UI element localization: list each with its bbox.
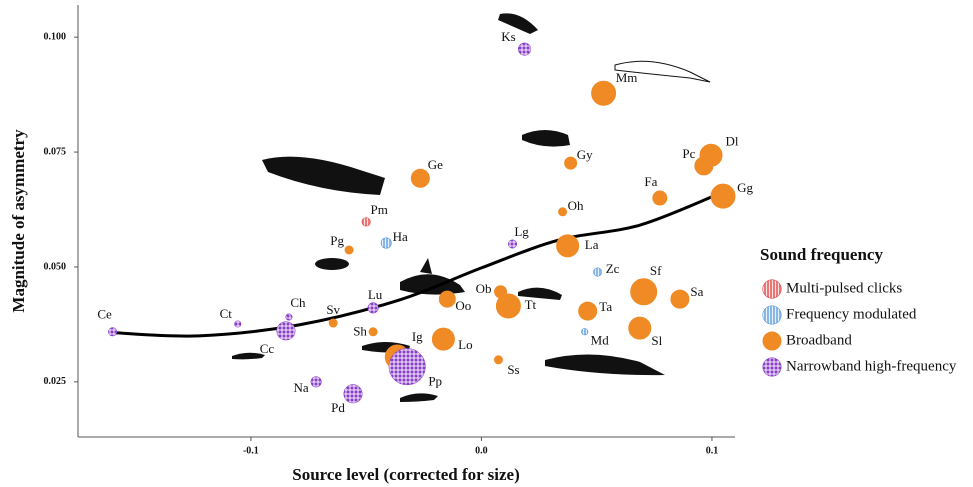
- point: [653, 191, 667, 205]
- point-label: Ge: [428, 157, 443, 172]
- point: [594, 268, 602, 276]
- point: [439, 291, 455, 307]
- point: [362, 218, 370, 226]
- point-label: Ha: [393, 229, 408, 244]
- point-label: Lo: [458, 337, 472, 352]
- point: [579, 302, 597, 320]
- y-axis-title: Magnitude of asymmetry: [9, 129, 28, 313]
- point-label: Ta: [599, 299, 612, 314]
- point: [109, 328, 117, 336]
- point: [582, 329, 588, 335]
- point: [368, 303, 378, 313]
- point: [329, 319, 337, 327]
- point-label: Oo: [455, 298, 471, 313]
- point-label: Ks: [501, 29, 515, 44]
- x-tick-label: -0.1: [243, 445, 259, 456]
- point: [559, 208, 567, 216]
- point-label: Zc: [606, 261, 620, 276]
- point: [711, 184, 735, 208]
- point-label: Pg: [330, 233, 344, 248]
- point: [671, 290, 689, 308]
- y-tick-label: 0.025: [44, 376, 67, 387]
- point-label: Ob: [476, 281, 492, 296]
- point: [519, 43, 531, 55]
- point: [311, 377, 321, 387]
- point-label: Sh: [353, 324, 367, 339]
- point-label: Pd: [331, 400, 345, 415]
- pilot-whale: [315, 258, 349, 270]
- point-label: Sa: [690, 284, 703, 299]
- point-label: La: [585, 237, 599, 252]
- point-label: Pc: [682, 146, 695, 161]
- y-tick-label: 0.100: [44, 31, 67, 42]
- point: [631, 279, 657, 305]
- legend-title: Sound frequency: [760, 245, 883, 264]
- legend-label: Frequency modulated: [786, 306, 917, 322]
- point: [509, 240, 517, 248]
- point: [557, 235, 579, 257]
- point: [381, 238, 391, 248]
- series: Pg Ge Sv Sh Ig Lo Oo Ob Tt Ss Oh La Gy Mm Ta Sl Sf Sa Fa Pc…: [326, 70, 753, 377]
- series: Pm: [362, 202, 388, 226]
- whale: [522, 130, 570, 147]
- point-label: Na: [294, 380, 309, 395]
- point: [700, 144, 722, 166]
- point-label: Sl: [651, 333, 662, 348]
- trend-line: [113, 192, 723, 336]
- point-label: Gy: [577, 147, 593, 162]
- point: [286, 314, 292, 320]
- legend-label: Multi-pulsed clicks: [786, 280, 902, 296]
- legend-swatch-hatch: [763, 306, 781, 324]
- point-label: Ss: [507, 362, 519, 377]
- legend-swatch: [763, 332, 781, 350]
- point-label: Pp: [428, 374, 442, 389]
- point-label: Ct: [220, 306, 233, 321]
- x-axis-title: Source level (corrected for size): [292, 465, 520, 484]
- point: [432, 328, 454, 350]
- sperm-whale: [262, 157, 385, 195]
- legend-label: Narrowband high-frequency: [786, 358, 957, 374]
- point-label: Gg: [737, 180, 753, 195]
- point-label: Md: [591, 333, 610, 348]
- point: [411, 169, 429, 187]
- point-label: Tt: [525, 297, 537, 312]
- y-tick-label: 0.050: [44, 261, 67, 272]
- point: [389, 349, 425, 385]
- small-dolphin: [400, 393, 438, 402]
- point: [369, 328, 377, 336]
- point-label: Pm: [370, 202, 387, 217]
- series: Ce Ct Ch Cc Na Pd Lu Lg Ks Pp: [97, 29, 530, 415]
- point: [592, 81, 616, 105]
- point: [496, 294, 520, 318]
- point-label: Oh: [568, 198, 584, 213]
- y-tick-label: 0.075: [44, 146, 67, 157]
- point: [344, 385, 362, 403]
- point-label: Sv: [326, 302, 340, 317]
- point-label: Ch: [290, 295, 306, 310]
- point-label: Ce: [97, 307, 112, 322]
- point: [345, 246, 353, 254]
- beaked-whale: [545, 354, 665, 375]
- legend-label: Broadband: [786, 332, 852, 348]
- point-label: Sf: [650, 263, 662, 278]
- point: [235, 321, 241, 327]
- legend-swatch-hatch: [763, 358, 781, 376]
- point-label: Cc: [260, 341, 275, 356]
- point-label: Dl: [726, 133, 739, 148]
- chart: Source level (corrected for size) Magnit…: [0, 0, 973, 487]
- point: [494, 356, 502, 364]
- point: [629, 317, 651, 339]
- point-label: Fa: [644, 174, 657, 189]
- x-tick-label: 0.0: [475, 445, 488, 456]
- point-label: Lu: [368, 287, 383, 302]
- point-label: Mm: [616, 70, 638, 85]
- point-label: Ig: [412, 329, 423, 344]
- point: [565, 157, 577, 169]
- point: [277, 322, 295, 340]
- x-tick-label: 0.1: [706, 445, 719, 456]
- legend-swatch-hatch: [763, 280, 781, 298]
- point-label: Lg: [514, 224, 529, 239]
